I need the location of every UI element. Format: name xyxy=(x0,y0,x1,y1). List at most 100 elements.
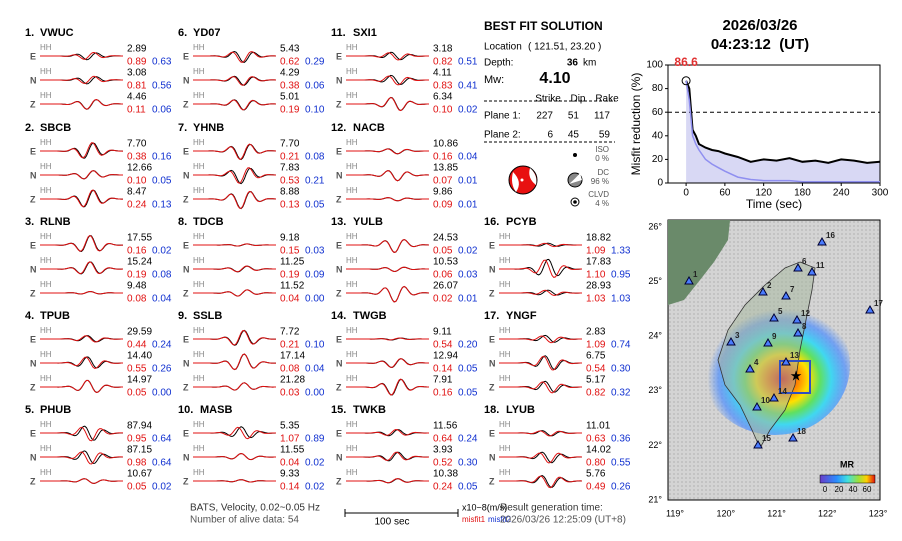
station-number: 7. xyxy=(178,122,187,134)
misfit1: 0.16 xyxy=(127,246,147,257)
amplitude: 3.18 xyxy=(433,44,453,55)
misfit2: 1.33 xyxy=(611,246,631,257)
lon-label: 120° xyxy=(716,508,735,518)
amplitude: 11.01 xyxy=(586,421,611,432)
station-name: PCYB xyxy=(506,216,537,228)
filter: BATS, Velocity, 0.02~0.05 Hz xyxy=(190,503,320,514)
depth: 36 xyxy=(567,58,579,69)
waveform xyxy=(346,478,429,484)
waveform xyxy=(193,426,277,439)
waveform xyxy=(193,143,277,160)
y-tick-label: 80 xyxy=(652,83,664,94)
component-label: E xyxy=(30,146,36,156)
misfit1: 0.19 xyxy=(280,270,300,281)
misfit1: 0.54 xyxy=(586,364,606,375)
station-number: 9. xyxy=(178,310,187,322)
misfit2: 0.09 xyxy=(305,270,325,281)
amplitude: 29.59 xyxy=(127,327,152,338)
component-label: N xyxy=(336,170,343,180)
misfit1: 0.16 xyxy=(433,388,453,399)
amplitude: 87.15 xyxy=(127,445,152,456)
waveform xyxy=(499,381,582,394)
y-tick-label: 0 xyxy=(657,178,663,189)
x-tick-label: 240 xyxy=(833,188,850,199)
misfit1: 0.82 xyxy=(433,57,453,68)
misfit1: 0.16 xyxy=(433,152,453,163)
series-line xyxy=(685,80,880,183)
channel-label: HH xyxy=(193,374,205,383)
waveform xyxy=(499,452,583,464)
component-label: N xyxy=(183,170,190,180)
misfit2: 0.55 xyxy=(611,458,631,469)
amplitude: 13.85 xyxy=(433,163,458,174)
station-name: TWGB xyxy=(353,310,387,322)
misfit2: 0.64 xyxy=(152,458,172,469)
channel-label: HH xyxy=(346,91,358,100)
misfit2: 0.02 xyxy=(305,482,325,493)
station-number: 1. xyxy=(25,27,34,39)
beachball xyxy=(508,153,583,207)
waveform xyxy=(193,452,276,461)
misfit1: 0.21 xyxy=(280,340,300,351)
channel-label: HH xyxy=(40,444,52,453)
depth-label: Depth: xyxy=(484,58,513,69)
component-label: E xyxy=(183,51,189,61)
lat-label: 26° xyxy=(648,221,662,231)
lat-label: 22° xyxy=(648,440,662,450)
misfit1: 1.07 xyxy=(280,434,300,445)
misfit2: 0.36 xyxy=(611,434,631,445)
station-label: 11 xyxy=(816,261,825,270)
channel-label: HH xyxy=(346,326,358,335)
misfit2: 0.24 xyxy=(152,340,172,351)
station-number: 3. xyxy=(25,216,34,228)
component-label: Z xyxy=(30,288,36,298)
channel-label: HH xyxy=(499,326,511,335)
channel-label: HH xyxy=(193,67,205,76)
peak-label: 86.6 xyxy=(674,55,698,69)
component-label: E xyxy=(336,240,342,250)
station-number: 11. xyxy=(331,27,346,39)
epicenter-box xyxy=(779,360,811,394)
station-name: SBCB xyxy=(40,122,71,134)
component-label: E xyxy=(489,428,495,438)
misfit2: 0.00 xyxy=(305,388,325,399)
amplitude: 9.33 xyxy=(280,469,300,480)
amplitude: 10.53 xyxy=(433,257,458,268)
misfit2: 0.02 xyxy=(305,458,325,469)
component-label: Z xyxy=(183,382,189,392)
waveform xyxy=(193,167,276,184)
misfit1: 0.05 xyxy=(127,482,147,493)
epicenter: ★ xyxy=(790,368,803,384)
lon-label: 121° xyxy=(767,508,786,518)
component-label: E xyxy=(30,51,36,61)
channel-label: HH xyxy=(193,326,205,335)
misfit2: 0.05 xyxy=(458,364,478,375)
channel-label: HH xyxy=(346,162,358,171)
misfit1: 0.89 xyxy=(127,57,147,68)
x-tick-label: 180 xyxy=(794,188,811,199)
misfit1: 0.04 xyxy=(280,294,300,305)
misfit1: 1.03 xyxy=(586,294,606,305)
scale-label: 100 sec xyxy=(374,517,409,528)
misfit1: 0.49 xyxy=(586,482,606,493)
station-marker xyxy=(752,401,762,411)
misfit2: 0.26 xyxy=(611,482,631,493)
misfit2: 0.32 xyxy=(611,388,631,399)
waveform xyxy=(499,289,582,296)
misfit1: 0.07 xyxy=(433,176,453,187)
waveform xyxy=(499,258,583,277)
station-number: 10. xyxy=(178,404,193,416)
misfit1: 0.82 xyxy=(586,388,606,399)
channel-label: HH xyxy=(40,256,52,265)
amplitude: 7.72 xyxy=(280,327,300,338)
waveform xyxy=(40,75,123,85)
component-label: N xyxy=(183,75,190,85)
plane-value: 51 xyxy=(568,111,580,122)
waveform xyxy=(346,170,430,182)
channel-label: HH xyxy=(193,420,205,429)
station-label: 9 xyxy=(772,332,777,341)
station-number: 6. xyxy=(178,27,187,39)
colorbar-tick: 40 xyxy=(849,485,858,494)
channel-label: HH xyxy=(499,280,511,289)
station-number: 14. xyxy=(331,310,346,322)
